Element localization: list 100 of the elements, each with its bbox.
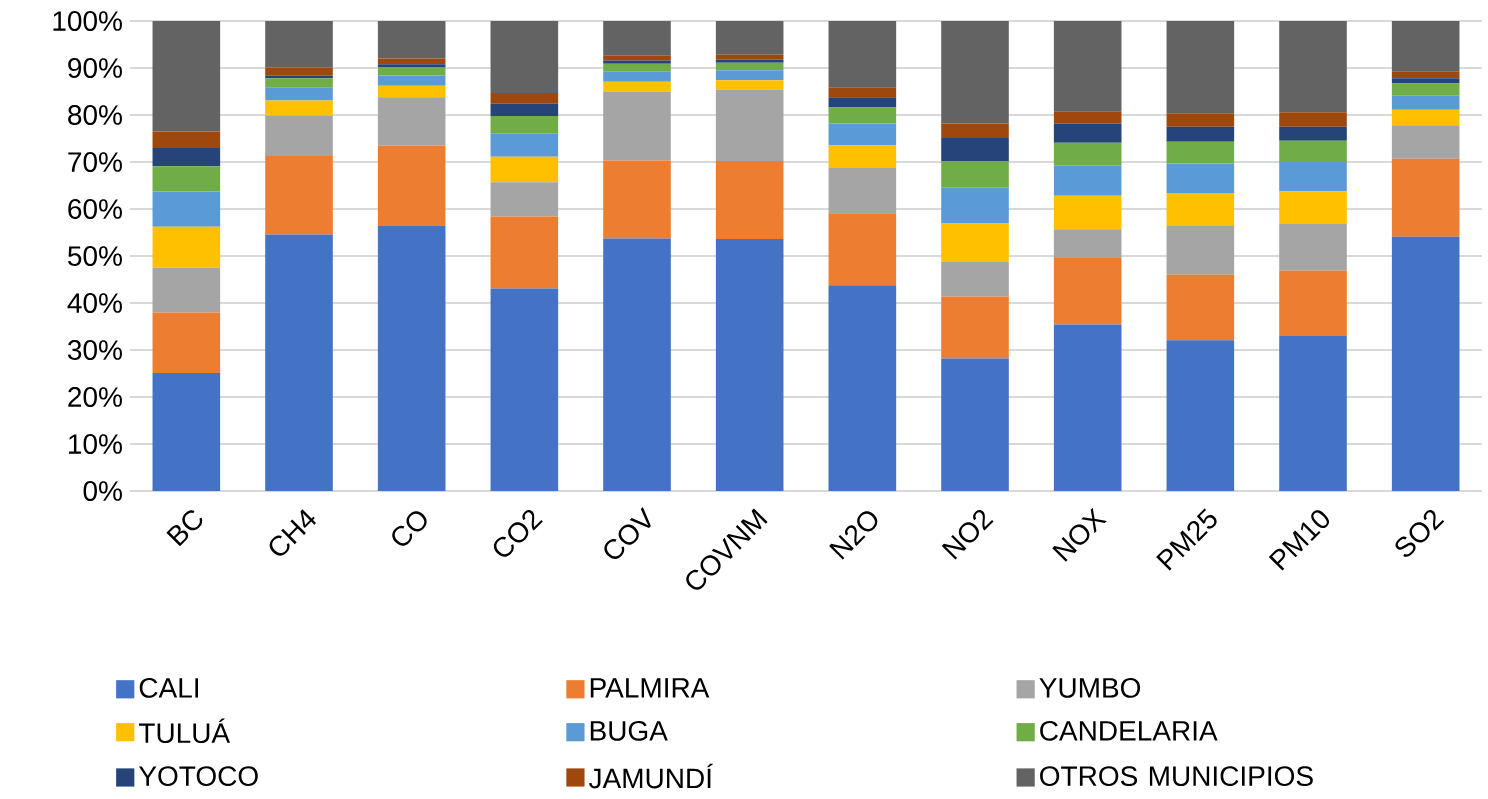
bar: [490, 115, 559, 134]
bar: [1391, 71, 1460, 79]
bar: [1053, 229, 1122, 258]
y-tick-label: 100%: [53, 11, 122, 31]
y-tick-label: 0%: [83, 481, 122, 501]
bar: [828, 285, 897, 491]
bar: [828, 145, 897, 169]
bar: [1166, 163, 1235, 194]
bar: [377, 97, 446, 146]
y-tick-label: 60%: [68, 199, 122, 219]
bar: [828, 21, 897, 88]
bar: [1391, 158, 1460, 237]
bar: [941, 223, 1009, 263]
bar: [490, 216, 559, 289]
legend-label: CANDELARIA: [1040, 720, 1218, 741]
bar: [941, 358, 1009, 491]
bar: [715, 161, 784, 240]
bar: [490, 288, 559, 491]
bar: [715, 80, 784, 90]
bar: [152, 131, 221, 148]
bar: [377, 21, 446, 59]
bar: [941, 138, 1009, 162]
bar: [1279, 21, 1347, 113]
bar: [1053, 21, 1122, 112]
bar: [377, 145, 446, 226]
bar: [490, 182, 559, 217]
bar: [1279, 224, 1347, 271]
bar: [941, 161, 1009, 188]
bar: [603, 160, 671, 239]
bar: [1391, 125, 1460, 159]
bar: [152, 166, 221, 192]
bar: [603, 60, 671, 64]
bar: [941, 296, 1009, 359]
bar: [715, 54, 784, 60]
bar: [603, 238, 671, 491]
bar: [1053, 111, 1122, 124]
legend-label: PALMIRA: [590, 678, 710, 698]
legend-label: CALI: [139, 677, 198, 698]
x-tick-label: CH4: [269, 509, 316, 556]
bar: [490, 156, 559, 183]
bar: [265, 115, 333, 156]
bar: [377, 64, 446, 68]
bar: [941, 262, 1009, 297]
bar: [265, 21, 333, 68]
bar: [265, 155, 333, 235]
bar: [1166, 193, 1235, 226]
bar: [152, 147, 221, 167]
bar: [828, 87, 897, 98]
bar: [490, 103, 559, 116]
bar: [377, 75, 446, 86]
bar: [828, 213, 897, 286]
x-tick-label: SO2: [1395, 509, 1445, 557]
bar: [828, 168, 897, 214]
bar: [828, 107, 897, 124]
bar: [603, 71, 671, 82]
bar: [265, 234, 333, 491]
y-tick-label: 40%: [67, 293, 122, 313]
bar: [265, 67, 333, 76]
y-tick-label: 90%: [68, 58, 122, 78]
bar: [377, 85, 446, 98]
y-tick-label: 30%: [67, 340, 122, 360]
bar: [152, 267, 221, 313]
x-tick-label: CO: [392, 511, 427, 546]
bar: [828, 97, 897, 108]
y-tick-label: 70%: [68, 152, 122, 172]
bar: [1053, 123, 1122, 143]
bar: [377, 67, 446, 76]
bar: [1166, 126, 1235, 142]
legend-label: YUMBO: [1039, 677, 1141, 698]
legend-label: JAMUNDÍ: [588, 763, 713, 789]
bar: [1053, 195, 1122, 230]
bar: [715, 239, 784, 491]
bar: [603, 81, 671, 92]
bar: [1391, 83, 1460, 96]
bar: [490, 133, 559, 157]
bar: [152, 226, 221, 268]
bar: [265, 87, 333, 101]
bar: [1279, 126, 1347, 141]
bar: [1166, 113, 1235, 127]
bar: [1279, 162, 1347, 192]
bar: [490, 21, 559, 93]
bar: [828, 123, 897, 146]
bar: [265, 78, 333, 88]
legend-label: TULUÁ: [138, 718, 231, 744]
bar: [603, 63, 671, 72]
bar: [1391, 95, 1460, 110]
bar: [152, 191, 221, 227]
bar: [152, 373, 221, 491]
bar: [1391, 21, 1460, 72]
bar: [715, 70, 784, 81]
bar: [1279, 140, 1347, 162]
bar: [1053, 142, 1122, 166]
y-tick-label: 10%: [69, 434, 122, 454]
bar: [1166, 225, 1235, 275]
bar: [603, 91, 671, 161]
bar: [1279, 270, 1347, 336]
bar: [715, 89, 784, 162]
bar: [1053, 165, 1122, 196]
x-tick-label: CO2: [493, 509, 543, 557]
bar: [1279, 112, 1347, 127]
